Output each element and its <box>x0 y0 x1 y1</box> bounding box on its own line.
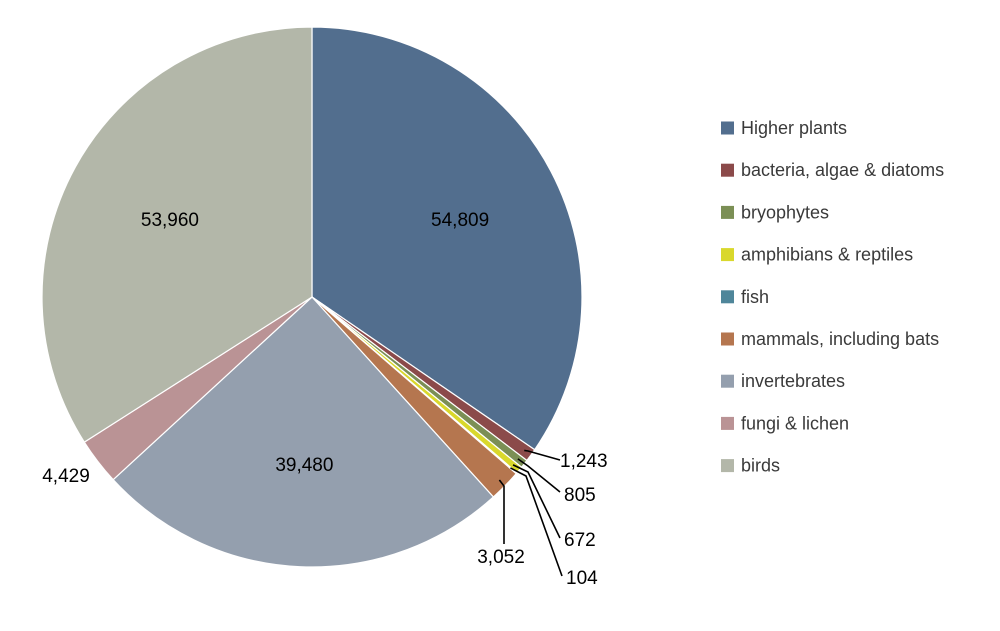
data-label-fungi-and-lichen: 4,429 <box>42 466 90 487</box>
legend-label-invertebrates: invertebrates <box>741 371 845 391</box>
data-labels: 54,809 1,243 805 672 104 3,052 39,480 4,429 53,9… <box>42 210 607 589</box>
pie-slice-invertebrates <box>112 296 495 568</box>
legend-swatch-amphibians-and-reptiles <box>721 248 734 262</box>
pie-slice-higher-plants <box>311 26 583 451</box>
pie-slice-birds <box>41 26 313 443</box>
leader-line-fish <box>510 467 563 577</box>
data-label-amphibians-and-reptiles: 672 <box>564 530 596 551</box>
legend-swatch-bacteria-algae-and-diatoms <box>721 163 734 177</box>
legend-label-amphibians-and-reptiles: amphibians & reptiles <box>741 245 913 265</box>
pie-slices <box>41 26 583 568</box>
leader-line-bacteria-algae-and-diatoms <box>524 449 561 461</box>
data-label-bryophytes: 805 <box>564 485 596 506</box>
leader-line-bryophytes <box>517 458 561 493</box>
leader-line-amphibians-and-reptiles <box>512 464 561 539</box>
data-label-fish: 104 <box>566 568 598 589</box>
legend-swatch-fish <box>721 290 734 304</box>
legend-label-bacteria-algae-and-diatoms: bacteria, algae & diatoms <box>741 160 944 180</box>
legend-swatch-mammals-including-bats <box>721 332 734 346</box>
legend: Higher plants bacteria, algae & diatoms br… <box>721 118 944 476</box>
data-label-birds: 53,960 <box>141 210 199 231</box>
legend-label-fish: fish <box>741 287 769 307</box>
data-label-higher-plants: 54,809 <box>431 210 489 231</box>
legend-swatch-invertebrates <box>721 374 734 388</box>
leader-line-mammals-including-bats <box>498 479 505 544</box>
legend-swatch-bryophytes <box>721 205 734 219</box>
legend-label-mammals-including-bats: mammals, including bats <box>741 329 939 349</box>
leader-lines <box>498 449 563 577</box>
legend-swatch-birds <box>721 459 734 473</box>
data-label-mammals-including-bats: 3,052 <box>477 547 525 568</box>
legend-label-higher-plants: Higher plants <box>741 118 847 138</box>
legend-label-birds: birds <box>741 456 780 476</box>
legend-swatch-fungi-and-lichen <box>721 416 734 430</box>
legend-swatch-higher-plants <box>721 121 734 135</box>
legend-label-fungi-and-lichen: fungi & lichen <box>741 413 849 433</box>
legend-label-bryophytes: bryophytes <box>741 202 829 222</box>
data-label-bacteria-algae-and-diatoms: 1,243 <box>560 451 608 472</box>
data-label-invertebrates: 39,480 <box>275 455 333 476</box>
